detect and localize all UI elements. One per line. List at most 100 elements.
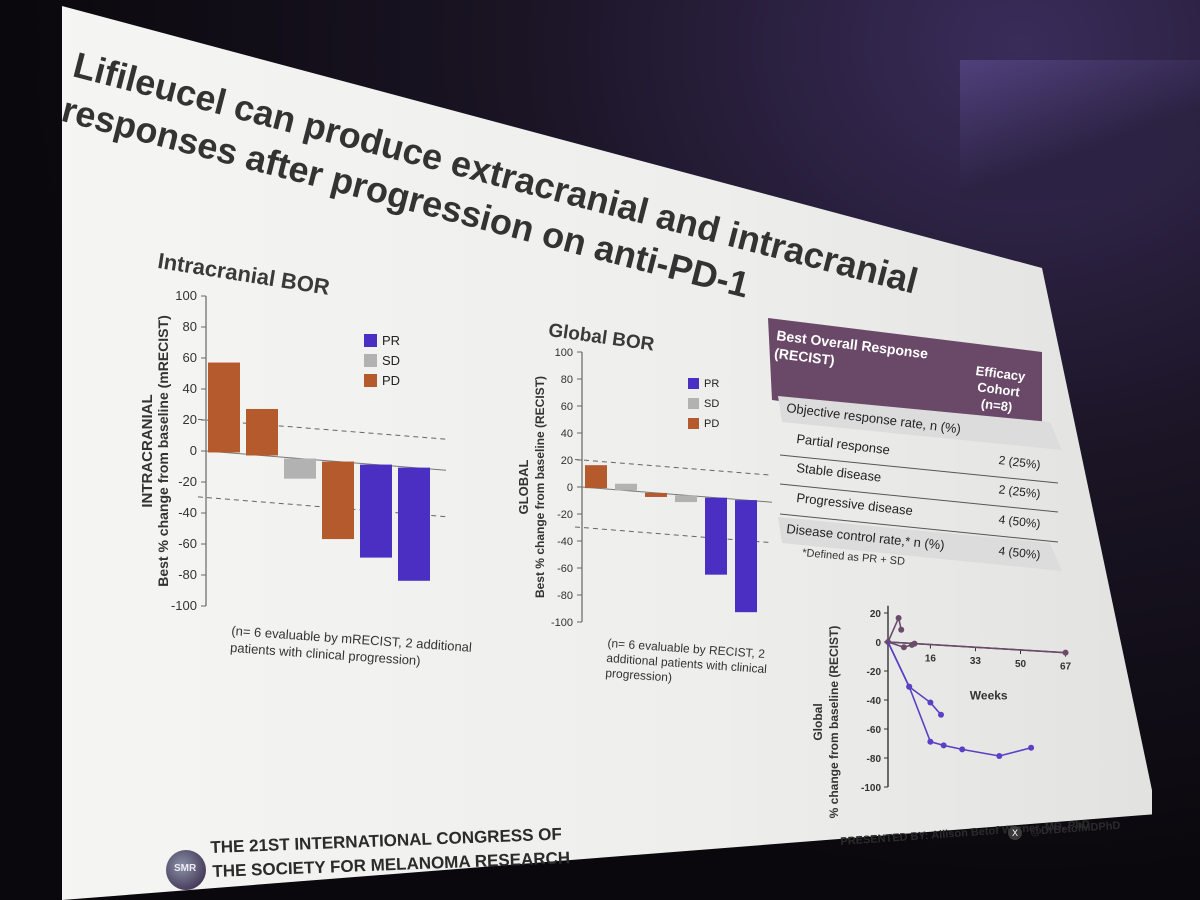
global-bar-chart: 100 80 60 40 20 0 -20 -40 -60 -80 -100 GLOBAL Best %… [516,347,773,629]
bar-pr [360,464,392,558]
table-row-value: 4 (50%) [998,512,1041,531]
table-header-left-line2: (RECIST) [773,345,835,368]
y-tick-label: -80 [178,567,197,582]
x-social-icon: X [1008,826,1022,840]
table-row-divider [779,454,1059,484]
series-point [938,711,944,718]
table-row-shaded-bg [778,396,1062,450]
smr-logo: SMR [166,850,206,890]
line-y-tick-label: -60 [867,725,882,736]
ceiling-light [960,60,1200,200]
series-point [927,699,934,706]
y-tick-label: -60 [178,536,197,551]
line-x-tick-label: 16 [925,654,937,665]
threshold-line [574,458,773,476]
response-table: Best Overall Response(RECIST)EfficacyCoh… [768,318,1062,571]
y-tick-label: 40 [561,428,573,440]
legend-swatch-pr [688,378,699,389]
legend-label-sd: SD [704,398,719,410]
y-tick-label: 60 [561,401,573,413]
y-axis-label: Best % change from baseline (mRECIST) [155,315,171,587]
table-row-label: Progressive disease [796,490,914,518]
series-point [927,738,934,745]
legend-label-pr: PR [704,378,719,390]
table-row-value: 4 (50%) [998,544,1041,562]
y-tick-label: 40 [183,381,197,396]
y-tick-label: -40 [178,505,197,520]
legend-label-pd: PD [382,373,400,388]
y-tick-label: -100 [551,617,573,629]
y-tick-label: 60 [183,350,197,365]
bar-pr [705,497,727,575]
y-tick-label: 100 [555,347,573,359]
y-tick-label: 20 [561,455,573,467]
bar-pr [735,500,757,613]
series-point [900,644,907,651]
line-y-tick-label: -80 [867,754,882,765]
series-line [887,641,1032,757]
series-point [911,640,918,647]
y-tick-label: 80 [183,319,197,334]
intracranial-bar-chart: 100 80 60 40 20 0 -20 -40 -60 -80 -100 INTRACRANIAL… [139,288,447,613]
table-row-shaded-bg [778,517,1062,571]
series-point [1062,649,1069,656]
table-header-right-line: (n=8) [980,396,1013,415]
line-y-axis-group-label: Global [811,703,825,740]
y-tick-label: -100 [171,598,197,613]
bar-pd [246,408,278,456]
y-tick-label: 0 [567,482,573,494]
y-axis-group-label: INTRACRANIAL [139,394,156,507]
threshold-line [197,418,447,440]
y-tick-label: 20 [183,412,197,427]
bar-sd [615,483,637,491]
spider-line-chart: 20 0 -20 -40 -60 -80 -100 16 33 50 67 Weeks Global% … [811,605,1072,819]
table-header-right-line: Cohort [977,379,1022,399]
line-x-axis-label: Weeks [970,689,1008,703]
line-y-tick-label: -100 [861,783,881,794]
y-tick-label: 80 [561,374,573,386]
y-axis-group-label: GLOBAL [516,460,531,515]
line-y-axis-label: % change from baseline (RECIST) [827,626,841,819]
legend-swatch-sd [688,398,699,409]
y-tick-label: 100 [175,288,197,303]
legend-label-sd: SD [382,353,400,368]
bar-pd [322,461,354,540]
table-row-label: Partial response [796,431,891,457]
line-x-tick-label: 67 [1060,662,1072,673]
table-row-value: 2 (25%) [998,453,1041,472]
table-header-right-line: Efficacy [975,363,1027,384]
y-tick-label: -20 [557,509,573,521]
line-y-tick-label: 0 [875,638,881,649]
series-point [895,614,902,621]
series-point [906,683,913,690]
series-point [898,626,905,633]
line-y-tick-label: -40 [867,696,882,707]
legend-swatch-pd [688,418,699,429]
legend-swatch-pd [364,374,377,387]
bar-pr [398,467,430,581]
bar-pd [208,362,240,453]
smr-logo-text: SMR [174,863,197,874]
line-x-tick-label: 33 [970,656,982,667]
legend-label-pd: PD [704,418,719,430]
bar-sd [675,495,697,503]
table-row-divider [779,483,1059,513]
series-point [940,742,947,749]
line-y-tick-label: 20 [870,609,882,620]
legend-swatch-sd [364,354,377,367]
bar-pd [645,492,667,497]
y-tick-label: -80 [557,590,573,602]
series-point [1028,744,1035,751]
series-point [996,752,1003,759]
y-tick-label: -60 [557,563,573,575]
y-tick-label: 0 [190,443,197,458]
bar-sd [284,458,316,479]
table-row-value: 2 (25%) [998,482,1041,501]
zero-line [581,486,773,503]
line-x-tick-label: 50 [1015,659,1027,670]
legend-label-pr: PR [382,333,400,348]
table-header-right: EfficacyCohort(n=8) [971,363,1027,416]
y-tick-label: -40 [557,536,573,548]
series-point [959,746,966,753]
